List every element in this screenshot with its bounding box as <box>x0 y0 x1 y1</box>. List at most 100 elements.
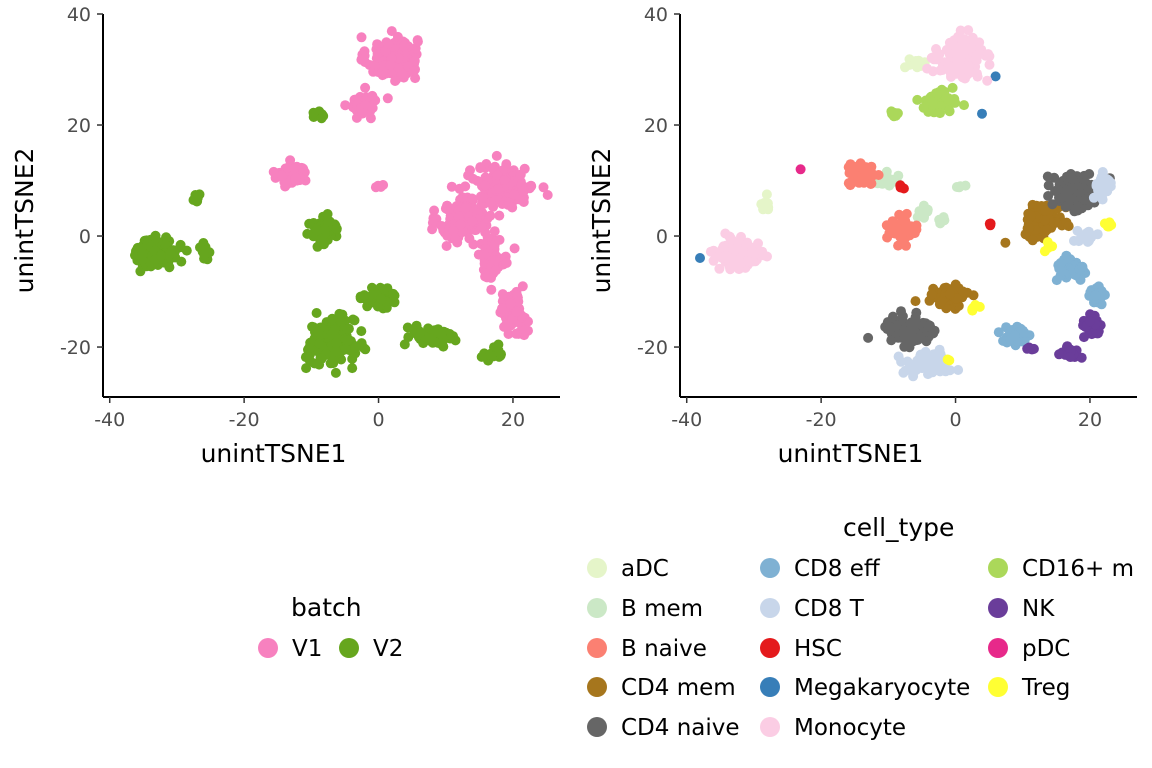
legend-label: NK <box>1022 596 1055 622</box>
point-cd4-naive <box>1067 183 1078 193</box>
point-b-mem <box>939 215 950 226</box>
legend-label: Megakaryocyte <box>794 675 970 701</box>
point-cd4-mem <box>1063 221 1074 232</box>
point-v1 <box>455 219 466 230</box>
legend-key <box>760 638 780 658</box>
point-cd8-eff <box>1090 290 1101 301</box>
point-cd16-m <box>944 94 954 105</box>
point-cd4-naive <box>906 331 917 342</box>
point-treg <box>1047 241 1058 252</box>
point-b-mem <box>918 200 929 211</box>
points-layer <box>695 25 1117 382</box>
point-monocyte <box>954 45 965 56</box>
point-v2 <box>314 338 325 349</box>
point-b-naive <box>901 240 911 251</box>
point-v2 <box>137 249 148 260</box>
y-tick-label: 40 <box>644 4 668 26</box>
point-cd8-eff <box>1056 266 1067 277</box>
point-adc <box>761 189 772 200</box>
legend-label: B naive <box>621 636 707 662</box>
legend-label: CD8 T <box>794 596 865 622</box>
point-cd8-t <box>898 367 909 378</box>
point-b-naive <box>882 232 893 243</box>
x-tick-label: 0 <box>949 409 961 431</box>
y-tick-label: 0 <box>79 226 91 248</box>
point-v1 <box>485 210 496 221</box>
legend-item-cd8-eff: CD8 eff <box>760 556 881 582</box>
point-v2 <box>493 339 504 350</box>
point-cd4-naive <box>1043 191 1054 201</box>
point-pdc <box>795 164 806 175</box>
point-v2 <box>356 326 367 337</box>
point-b-mem <box>883 175 894 186</box>
point-v2 <box>399 339 410 350</box>
legend-item-v1: V1 <box>258 636 322 662</box>
y-tick-label: 40 <box>67 4 91 26</box>
point-v2 <box>426 333 437 344</box>
point-v1 <box>360 82 371 93</box>
point-monocyte <box>753 238 763 249</box>
point-v1 <box>281 178 292 189</box>
point-adc <box>910 56 921 66</box>
point-v1 <box>511 306 522 317</box>
point-v1 <box>467 173 478 184</box>
point-v2 <box>349 315 360 326</box>
point-monocyte <box>928 66 938 77</box>
point-v1 <box>390 76 401 86</box>
point-v1 <box>526 181 537 192</box>
legend-item-cd4-naive: CD4 naive <box>587 715 740 741</box>
point-cd8-t <box>916 350 927 361</box>
point-v2 <box>476 351 487 362</box>
point-treg <box>1039 246 1050 257</box>
point-b-naive <box>891 227 902 238</box>
point-hsc <box>898 183 909 194</box>
point-cd4-naive <box>1065 194 1076 204</box>
legend-key <box>587 598 607 618</box>
point-cd16-m <box>935 108 945 119</box>
point-cd4-naive <box>1079 194 1090 205</box>
point-monocyte <box>963 63 974 74</box>
x-tick-label: -20 <box>229 409 260 431</box>
point-v1 <box>475 163 486 174</box>
point-v1 <box>499 175 510 186</box>
point-cd4-naive <box>905 319 916 330</box>
point-v1 <box>367 103 378 113</box>
point-b-naive <box>851 176 862 187</box>
point-monocyte <box>737 246 748 257</box>
legend-label: pDC <box>1022 636 1070 662</box>
point-cd4-mem <box>926 289 937 300</box>
point-nk <box>1079 332 1089 343</box>
point-v1 <box>382 93 393 104</box>
points-layer <box>130 26 553 378</box>
point-cd16-m <box>944 105 955 116</box>
point-v2 <box>318 111 329 121</box>
point-v2 <box>340 344 351 355</box>
y-tick-label: 0 <box>656 226 668 248</box>
point-monocyte <box>705 246 716 257</box>
point-v1 <box>509 243 520 254</box>
legend-key <box>587 717 607 737</box>
point-nk <box>1023 343 1034 354</box>
point-v2 <box>316 353 327 364</box>
legend-label: B mem <box>621 596 703 622</box>
point-v2 <box>313 326 324 337</box>
point-v1 <box>399 40 410 51</box>
point-cd16-m <box>931 89 942 100</box>
legend-key <box>988 677 1008 697</box>
point-v2 <box>301 363 312 374</box>
point-monocyte <box>714 263 725 274</box>
point-cd8-t <box>953 365 964 375</box>
point-v1 <box>485 197 496 208</box>
y-tick-label: 20 <box>644 115 668 137</box>
point-cd16-m <box>912 94 923 105</box>
point-cd4-naive <box>915 331 926 342</box>
legend-key <box>587 638 607 658</box>
point-cd4-mem <box>1024 222 1035 233</box>
point-v2 <box>388 288 399 299</box>
point-v2 <box>322 209 333 219</box>
point-monocyte <box>736 258 747 269</box>
point-v1 <box>467 216 478 227</box>
point-v1 <box>480 180 490 191</box>
point-monocyte <box>758 250 769 261</box>
legend-label: V1 <box>292 636 322 662</box>
